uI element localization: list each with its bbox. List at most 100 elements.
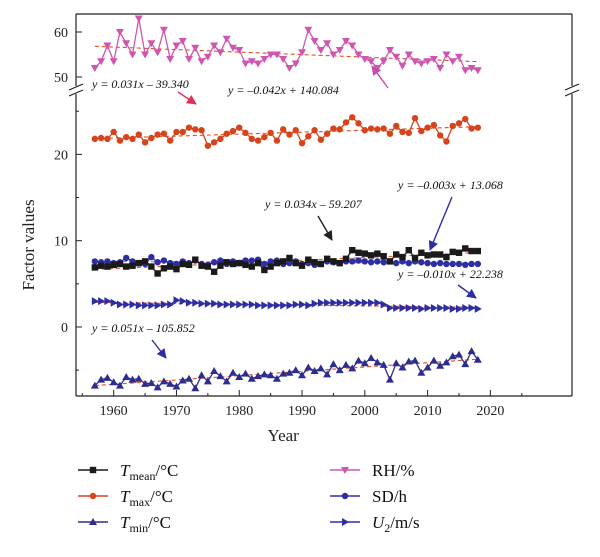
data-point: [424, 303, 432, 312]
data-point: [210, 42, 219, 50]
data-point: [185, 124, 193, 131]
data-point: [455, 260, 463, 268]
data-point: [292, 127, 299, 134]
data-point: [304, 363, 313, 371]
data-point: [398, 363, 407, 371]
data-point: [473, 355, 482, 363]
data-point: [454, 53, 463, 61]
data-point: [236, 259, 243, 267]
data-point: [91, 297, 99, 306]
data-point: [236, 300, 244, 309]
data-point: [210, 139, 218, 146]
data-point: [310, 366, 319, 374]
data-point: [266, 51, 275, 59]
y-tick-label-upper: 50: [54, 71, 68, 86]
data-point: [198, 262, 205, 269]
data-point: [286, 259, 293, 267]
data-point: [418, 249, 425, 256]
data-point: [148, 301, 156, 310]
data-point: [467, 65, 476, 72]
data-point: [241, 369, 250, 377]
data-point: [254, 259, 262, 267]
data-point: [292, 300, 300, 309]
data-point: [305, 256, 312, 263]
axis-break-mark: [68, 83, 84, 91]
data-point: [192, 126, 199, 133]
data-point: [110, 261, 117, 269]
data-point: [147, 40, 156, 48]
data-point: [228, 368, 237, 376]
data-point: [380, 300, 388, 309]
data-point: [153, 49, 162, 57]
data-point: [148, 263, 155, 270]
data-point: [273, 259, 281, 267]
data-point: [473, 67, 482, 75]
data-point: [323, 40, 332, 48]
data-point: [109, 378, 118, 386]
data-point: [298, 262, 306, 269]
data-point: [191, 384, 200, 392]
data-point: [418, 304, 426, 313]
legend-item: U2/m/s: [330, 513, 420, 535]
data-point: [349, 114, 356, 121]
data-point: [298, 371, 307, 379]
data-point: [247, 58, 256, 66]
data-point: [197, 371, 206, 379]
data-point: [89, 466, 97, 474]
data-point: [374, 298, 382, 307]
data-point: [348, 364, 357, 372]
data-point: [367, 354, 376, 362]
annotation-arrow: [151, 339, 167, 359]
data-point: [380, 259, 387, 266]
data-point: [97, 262, 105, 269]
data-point: [166, 263, 174, 270]
data-point: [134, 374, 143, 382]
data-point: [217, 257, 224, 264]
legend-item: RH/%: [330, 461, 415, 480]
data-point: [97, 375, 106, 383]
data-point: [135, 259, 142, 267]
data-point: [185, 56, 194, 63]
data-point: [436, 65, 445, 72]
data-point: [436, 361, 445, 369]
data-point: [115, 381, 124, 389]
data-point: [172, 42, 181, 50]
data-point: [342, 298, 350, 307]
data-point: [341, 38, 350, 45]
data-point: [272, 51, 281, 59]
data-point: [462, 245, 469, 252]
legend-item: Tmin/°C: [78, 513, 171, 535]
data-point: [248, 300, 256, 309]
data-point: [392, 359, 401, 367]
data-point: [178, 376, 187, 384]
data-point: [385, 47, 394, 54]
legend-sub: 2: [384, 521, 390, 535]
data-point: [349, 258, 356, 265]
chart-axes: 1960 1970 1980 1990 2000 2010 2020 0 10 20 50 60 Yea…: [19, 13, 580, 445]
data-point: [216, 372, 225, 380]
data-point: [91, 258, 99, 265]
data-point: [128, 51, 137, 59]
data-point: [160, 257, 168, 264]
x-tick-label: 2020: [476, 404, 504, 419]
data-point: [442, 358, 451, 366]
y-tick-label: 10: [54, 235, 68, 250]
legend-item: SD/h: [330, 487, 407, 506]
y-tick-label: 20: [54, 148, 68, 163]
data-point: [129, 300, 137, 309]
x-tick-label: 1990: [288, 404, 316, 419]
data-point: [210, 268, 218, 275]
data-point: [443, 138, 450, 145]
data-point: [261, 266, 268, 274]
data-point: [89, 492, 97, 500]
data-point: [160, 130, 168, 137]
data-point: [423, 363, 432, 371]
data-point: [222, 35, 231, 43]
data-point: [335, 47, 344, 54]
data-point: [392, 53, 401, 61]
data-point: [341, 467, 349, 474]
data-point: [336, 259, 343, 267]
data-point: [461, 360, 470, 368]
data-point: [298, 49, 307, 57]
data-point: [405, 259, 412, 267]
